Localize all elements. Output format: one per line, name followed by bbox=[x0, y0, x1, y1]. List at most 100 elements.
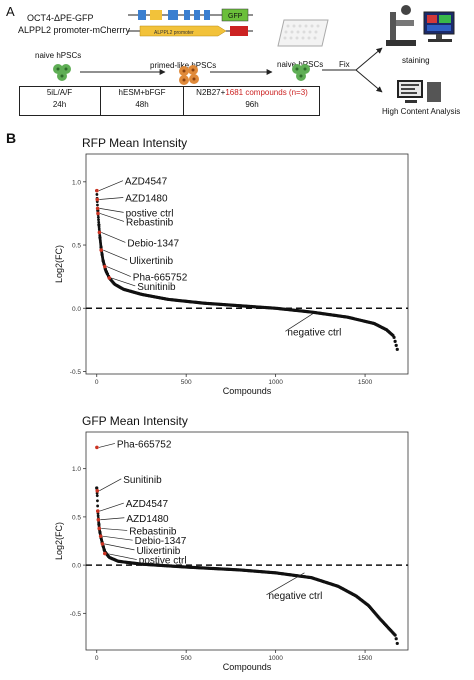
timeline-divider-2 bbox=[183, 86, 184, 116]
naive-label-2: naive hPSCs bbox=[277, 60, 324, 69]
gfp-xaxis-label: Compounds bbox=[223, 662, 272, 672]
rfp-data-point bbox=[106, 272, 109, 276]
rfp-xtick-label: 1500 bbox=[358, 379, 373, 386]
gfp-label-leader bbox=[98, 443, 115, 448]
gfp-highlight-point bbox=[95, 445, 99, 450]
rfp-label-leader bbox=[99, 197, 124, 200]
rfp-highlight-point bbox=[95, 206, 100, 211]
timeline-step-1-duration: 24h bbox=[52, 100, 67, 109]
workflow-arrows bbox=[80, 47, 383, 93]
rfp-plot-frame bbox=[85, 153, 409, 375]
rfp-label-leader bbox=[103, 249, 128, 261]
gfp-data-point bbox=[394, 637, 398, 641]
rfp-highlight-point bbox=[97, 230, 102, 235]
rfp-point-label: Ulixertinib bbox=[129, 256, 173, 267]
rfp-data-point bbox=[393, 339, 397, 343]
gfp-point-label: AZD4547 bbox=[126, 499, 169, 510]
construct-label-1: OCT4-ΔPE-GFP bbox=[27, 13, 94, 23]
gfp-point-label: postive ctrl bbox=[139, 556, 187, 567]
panel-a-letter: A bbox=[6, 4, 15, 19]
timeline-step-2-duration: 48h bbox=[135, 100, 149, 109]
gfp-ytick-label: -0.5 bbox=[70, 611, 82, 618]
gfp-highlight-point bbox=[98, 534, 103, 538]
rfp-xtick-label: 500 bbox=[181, 379, 192, 386]
rfp-data-point bbox=[96, 215, 100, 219]
timeline-step-2-label: hESM+bFGF bbox=[118, 88, 166, 97]
gfp-box-label: GFP bbox=[228, 13, 243, 20]
gfp-label-leader bbox=[100, 517, 125, 521]
rfp-label-leader bbox=[99, 213, 125, 222]
gfp-xtick-label: 1500 bbox=[358, 655, 373, 662]
gfp-yaxis-label: Log2(FC) bbox=[54, 522, 64, 560]
gfp-highlight-point bbox=[96, 517, 101, 522]
rfp-point-label: Sunitinib bbox=[137, 282, 176, 293]
rfp-label-leader bbox=[285, 313, 314, 332]
naive-cells-icon-2 bbox=[292, 64, 310, 81]
gfp-data-point bbox=[96, 499, 99, 503]
rfp-point-label: postive ctrl bbox=[126, 208, 174, 219]
gfp-highlight-point bbox=[96, 509, 100, 513]
rfp-point-label: AZD1480 bbox=[125, 194, 168, 205]
rfp-label-leader bbox=[101, 232, 126, 243]
timeline-step-3-duration: 96h bbox=[245, 100, 259, 109]
staining-label: staining bbox=[402, 56, 430, 65]
well-plate-icon bbox=[277, 19, 329, 47]
rfp-highlight-point bbox=[107, 276, 112, 280]
gfp-label-leader bbox=[106, 553, 137, 560]
gfp-chart-title: GFP Mean Intensity bbox=[82, 414, 188, 428]
gfp-data-point bbox=[96, 504, 100, 508]
rfp-data-series bbox=[95, 189, 399, 351]
rfp-highlight-point bbox=[96, 211, 100, 216]
rfp-data-point bbox=[392, 335, 396, 339]
primed-cells-icon bbox=[179, 65, 199, 85]
rfp-data-point bbox=[97, 225, 101, 229]
gfp-label-leader bbox=[101, 528, 128, 531]
rfp-chart-title: RFP Mean Intensity bbox=[82, 136, 188, 150]
timeline-step-3-label: N2B27+1681 compounds (n=3) bbox=[196, 88, 308, 97]
rfp-ytick-label: 0.5 bbox=[72, 243, 81, 250]
gfp-xtick-label: 1000 bbox=[268, 655, 283, 662]
rfp-highlight-point bbox=[102, 264, 107, 269]
rfp-data-point bbox=[395, 347, 399, 351]
gfp-label-leader bbox=[99, 478, 122, 492]
gfp-data-point bbox=[395, 641, 399, 646]
microscope-icon bbox=[386, 5, 455, 46]
rfp-ytick-label: 1.0 bbox=[72, 179, 81, 186]
rfp-xtick-label: 0 bbox=[95, 379, 99, 386]
rfp-point-label: AZD4547 bbox=[125, 177, 168, 188]
gfp-point-label: Ulixertinib bbox=[136, 546, 180, 557]
promoter-label: ALPPL2 promoter bbox=[154, 30, 194, 36]
timeline-step-1-label: 5iL/A/F bbox=[46, 88, 73, 97]
construct-label-2: ALPPL2 promoter-mCherrry bbox=[18, 25, 131, 35]
timeline-divider-1 bbox=[100, 86, 101, 116]
timeline-bar bbox=[19, 86, 320, 116]
gfp-ytick-label: 1.0 bbox=[72, 466, 81, 473]
gfp-ytick-label: 0.5 bbox=[72, 514, 81, 521]
gfp-point-label: Rebastinib bbox=[129, 526, 177, 537]
rfp-point-label: negative ctrl bbox=[287, 327, 341, 338]
fix-label: Fix bbox=[339, 60, 350, 69]
gfp-label-leader bbox=[102, 535, 133, 541]
rfp-yaxis-label: Log2(FC) bbox=[54, 245, 64, 283]
gfp-label-leader bbox=[104, 543, 135, 551]
hca-label: High Content Analysis bbox=[382, 107, 461, 116]
hca-computer-icon bbox=[397, 80, 441, 103]
rfp-label-leader bbox=[111, 277, 136, 287]
gfp-data-point bbox=[96, 514, 100, 518]
gfp-data-point bbox=[106, 553, 109, 557]
gfp-point-label: Pha-665752 bbox=[117, 439, 172, 450]
gfp-highlight-point bbox=[100, 542, 105, 546]
gfp-xtick-label: 0 bbox=[95, 655, 99, 662]
naive-cells-icon-1 bbox=[53, 64, 71, 81]
gfp-point-label: negative ctrl bbox=[268, 591, 322, 602]
naive-label-1: naive hPSCs bbox=[35, 51, 82, 60]
gfp-data-point bbox=[393, 633, 397, 637]
gfp-label-leader bbox=[99, 502, 124, 512]
rfp-label-leader bbox=[99, 208, 124, 213]
compound-count: 1681 compounds (n=3) bbox=[225, 88, 308, 97]
rfp-data-point bbox=[98, 233, 102, 237]
rfp-label-leader bbox=[98, 180, 124, 191]
gfp-scatter-plot: -0.5 0.0 0.5 1.0 0 500 1000 1500 Compounds Log2(F… bbox=[54, 431, 409, 672]
rfp-highlight-point bbox=[99, 248, 104, 252]
rfp-ytick-label: 0.0 bbox=[72, 306, 81, 313]
